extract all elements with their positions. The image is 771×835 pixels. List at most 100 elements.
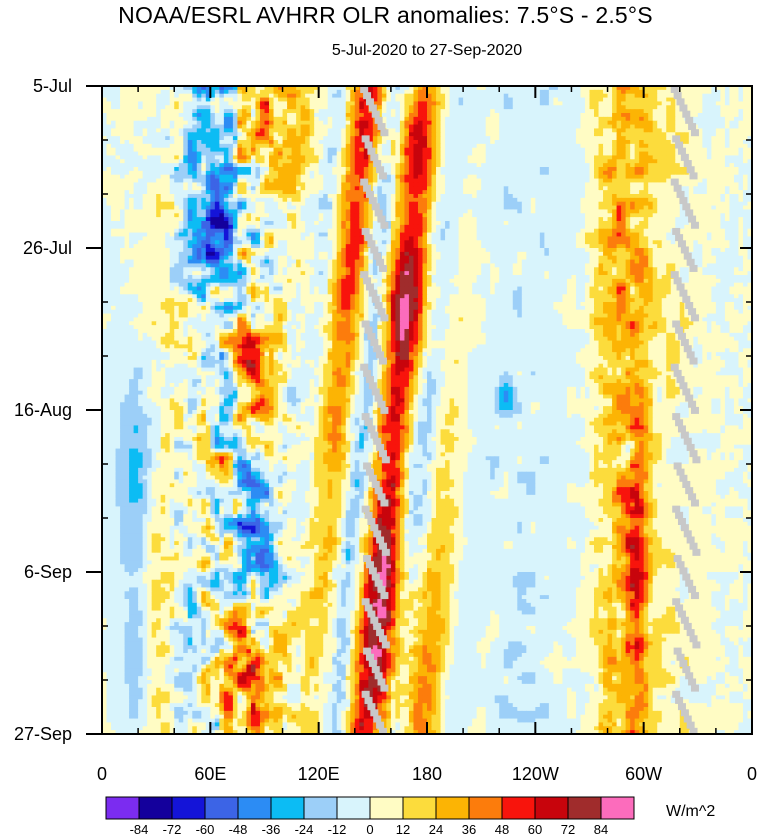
field-cell [274,144,279,148]
field-cell [161,105,166,109]
field-cell [152,148,157,152]
field-cell [594,125,599,129]
field-cell [680,132,685,136]
field-cell [323,152,328,156]
field-cell [702,140,707,144]
field-cell [287,90,292,94]
field-cell [671,109,676,113]
field-cell [576,121,581,125]
field-cell [400,109,405,113]
field-cell [702,144,707,148]
field-cell [373,90,378,94]
field-cell [129,152,134,156]
field-cell [377,144,382,148]
field-cell [206,121,211,125]
field-cell [386,148,391,152]
field-cell [666,113,671,117]
field-cell [540,140,545,144]
field-cell [553,101,558,105]
field-cell [653,128,658,132]
field-cell [441,98,446,102]
field-cell [594,90,599,94]
field-cell [296,136,301,140]
field-cell [134,94,139,98]
field-cell [738,128,743,132]
field-cell [612,109,617,113]
field-cell [332,109,337,113]
field-cell [319,148,324,152]
field-cell [143,136,148,140]
field-cell [314,144,319,148]
field-cell [707,148,712,152]
field-cell [562,121,567,125]
field-cell [716,109,721,113]
field-cell [734,148,739,152]
field-cell [630,90,635,94]
field-cell [147,121,152,125]
field-cell [346,98,351,102]
field-cell [156,128,161,132]
field-cell [224,140,229,144]
field-cell [287,101,292,105]
field-cell [436,113,441,117]
field-cell [400,94,405,98]
field-cell [138,109,143,113]
field-cell [544,144,549,148]
field-cell [287,144,292,148]
field-cell [116,101,121,105]
field-cell [292,125,297,129]
field-cell [116,152,121,156]
field-cell [314,101,319,105]
field-cell [233,98,238,102]
field-cell [179,152,184,156]
field-cell [734,94,739,98]
field-cell [197,140,202,144]
field-cell [531,121,536,125]
field-cell [432,144,437,148]
field-cell [296,94,301,98]
field-cell [445,109,450,113]
field-cell [571,109,576,113]
field-cell [373,136,378,140]
field-cell [517,105,522,109]
field-cell [472,136,477,140]
field-cell [422,109,427,113]
field-cell [477,117,482,121]
field-cell [427,125,432,129]
field-cell [725,125,730,129]
field-cell [445,136,450,140]
field-cell [432,125,437,129]
field-cell [684,136,689,140]
field-cell [134,140,139,144]
field-cell [152,152,157,156]
field-cell [346,148,351,152]
field-cell [156,132,161,136]
field-cell [283,121,288,125]
field-cell [323,101,328,105]
field-cell [477,136,482,140]
field-cell [477,144,482,148]
field-cell [490,132,495,136]
field-cell [729,90,734,94]
field-cell [107,121,112,125]
field-cell [734,90,739,94]
field-cell [531,98,536,102]
field-cell [662,132,667,136]
field-cell [305,121,310,125]
field-cell [391,136,396,140]
field-cell [233,113,238,117]
field-cell [571,144,576,148]
field-cell [129,136,134,140]
field-cell [454,98,459,102]
field-cell [653,117,658,121]
field-cell [400,152,405,156]
field-cell [477,125,482,129]
field-cell [197,132,202,136]
field-cell [314,121,319,125]
field-cell [111,140,116,144]
field-cell [436,94,441,98]
field-cell [486,113,491,117]
field-cell [418,101,423,105]
field-cell [350,94,355,98]
field-cell [359,121,364,125]
